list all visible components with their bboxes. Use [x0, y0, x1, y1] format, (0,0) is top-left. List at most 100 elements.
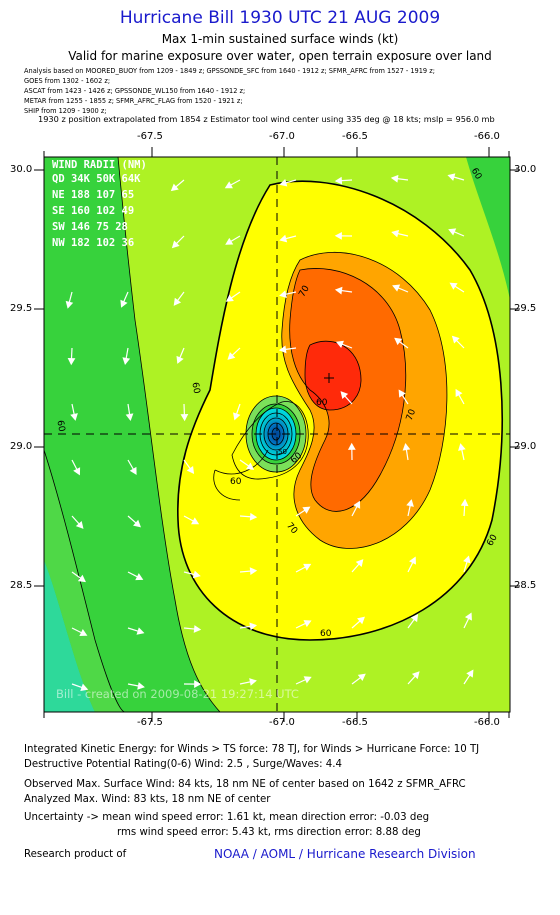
page-title: Hurricane Bill 1930 UTC 21 AUG 2009	[119, 8, 441, 28]
wind-vector-head	[176, 355, 184, 364]
wind-vector-head	[249, 678, 257, 686]
wind-vector-head	[233, 412, 241, 421]
wind-vector-head	[192, 570, 201, 579]
teal-region	[44, 560, 95, 712]
lat-tick-label: 30.0	[514, 164, 537, 175]
wind-vector-head	[411, 671, 420, 680]
wind-vector-head	[225, 237, 234, 245]
wind-radii-table: WIND RADII (NM) QD 34K 50K 64K NE 188 10…	[52, 159, 147, 249]
wind-vector-head	[303, 563, 312, 571]
wind-vector-head	[390, 174, 399, 183]
wind-vector-head	[180, 413, 189, 422]
source-line: GOES from 1302 - 1602 z;	[24, 77, 111, 85]
wind-radii-header: WIND RADII (NM)	[52, 159, 147, 171]
lat-tick-label: 28.5	[10, 580, 33, 591]
wind-vector-head	[133, 519, 141, 528]
contour-label: 60	[230, 477, 242, 487]
wind-vector-head	[80, 683, 89, 692]
contour-label: 60	[54, 420, 66, 433]
lon-tick-label: -66.5	[342, 131, 368, 142]
uncertainty-mean-text: Uncertainty -> mean wind speed error: 1.…	[24, 812, 430, 823]
wind-vector-head	[120, 299, 128, 308]
subtitle-winds: Max 1-min sustained surface winds (kt)	[161, 32, 399, 46]
lon-tick-label: -67.5	[137, 717, 163, 728]
wind-vector-head	[455, 388, 463, 398]
wind-vector-head	[406, 499, 414, 507]
center-crosshair	[44, 157, 510, 712]
uncertainty-rms-text: rms wind speed error: 5.43 kt, rms direc…	[117, 827, 421, 838]
wind-field-fill	[44, 157, 510, 712]
wind-vectors	[65, 173, 474, 692]
wind-vector-head	[193, 625, 202, 633]
observed-max-text: Observed Max. Surface Wind: 84 kts, 18 n…	[24, 779, 466, 790]
wind-vector-head	[335, 340, 344, 348]
lon-tick-label: -67.0	[269, 131, 295, 142]
wind-radii-row: NE 188 107 65	[52, 189, 134, 201]
source-line: ASCAT from 1423 - 1426 z; GPSSONDE_WL150…	[24, 87, 246, 95]
wind-vector-head	[65, 300, 74, 309]
lat-tick-label: 29.5	[10, 303, 33, 314]
wind-vector-head	[137, 682, 145, 690]
contour-label: 60	[189, 382, 201, 395]
wind-vector-head	[394, 337, 403, 346]
wind-vector-head	[224, 181, 233, 189]
hrd-link[interactable]: NOAA / AOML / Hurricane Research Divisio…	[214, 847, 476, 861]
wind-vector-head	[464, 612, 472, 621]
wind-vector-head	[249, 622, 258, 631]
wind-vector-head	[357, 673, 366, 682]
wind-vector-head	[279, 290, 287, 298]
wind-vector-head	[225, 294, 234, 302]
wind-vector-head	[246, 462, 255, 470]
wind-vector-head	[347, 442, 356, 450]
wind-vector-head	[79, 629, 88, 637]
subtitle-exposure: Valid for marine exposure over water, op…	[68, 49, 492, 63]
research-label: Research product of	[24, 849, 127, 860]
wind-vector-head	[136, 627, 145, 635]
wind-vector-head	[129, 466, 137, 475]
wind-vector-head	[460, 498, 469, 507]
wind-vector-head	[125, 413, 134, 422]
source-line: METAR from 1255 - 1855 z; SFMR_AFRC_FLAG…	[24, 97, 243, 105]
lon-tick-label: -66.0	[474, 131, 500, 142]
lat-tick-label: 29.5	[514, 303, 537, 314]
wind-vector-head	[302, 506, 311, 514]
extrapolation-note: 1930 z position extrapolated from 1854 z…	[38, 114, 495, 124]
wind-vector-head	[191, 517, 200, 525]
wind-vector-head	[73, 467, 81, 476]
wind-vector-head	[334, 231, 342, 240]
wind-vector-head	[458, 443, 466, 451]
lon-tick-label: -67.5	[137, 131, 163, 142]
lon-tick-label: -66.5	[342, 717, 368, 728]
analyzed-max-text: Analyzed Max. Wind: 83 kts, 18 nm NE of …	[24, 794, 271, 805]
wind-vector-head	[340, 391, 349, 400]
green-light-band	[44, 450, 125, 712]
wind-vector-head	[353, 500, 361, 509]
contour-label: 60	[316, 398, 328, 408]
wind-vector-head	[334, 176, 343, 185]
wind-vector-head	[334, 286, 343, 295]
source-line: Analysis based on MOORED_BUOY from 1209 …	[24, 67, 435, 75]
wind-vector-head	[171, 240, 180, 249]
wind-vector-head	[447, 173, 456, 181]
wind-radii-row: NW 182 102 36	[52, 237, 134, 249]
wind-vector-head	[77, 574, 86, 583]
wind-vector-head	[170, 183, 179, 192]
wind-vector-head	[67, 357, 76, 366]
wind-vector-head	[449, 282, 458, 290]
wind-vector-head	[279, 234, 288, 243]
plot-frame	[43, 156, 511, 713]
wind-vector-head	[279, 179, 288, 187]
lon-tick-label: -67.0	[269, 717, 295, 728]
wind-vector-head	[122, 357, 131, 365]
lat-tick-label: 29.0	[514, 441, 537, 452]
wind-vector-head	[355, 559, 364, 567]
axis-ticks	[34, 147, 520, 722]
wind-vector-head	[135, 573, 144, 581]
lat-tick-label: 28.5	[514, 580, 537, 591]
wind-vector-head	[451, 335, 460, 344]
wind-vector-head	[278, 345, 287, 354]
wind-vector-head	[75, 520, 84, 529]
wind-vector-head	[398, 389, 406, 398]
wind-vector-head	[249, 567, 258, 575]
